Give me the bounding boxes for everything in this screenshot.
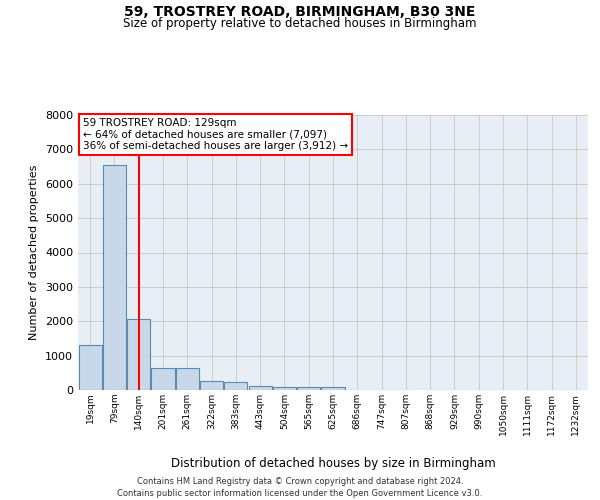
Bar [127, 318, 150, 390]
Bar [224, 382, 247, 390]
Bar [297, 387, 320, 390]
Bar [273, 386, 296, 390]
Bar [322, 388, 344, 390]
Text: 59 TROSTREY ROAD: 129sqm
← 64% of detached houses are smaller (7,097)
36% of sem: 59 TROSTREY ROAD: 129sqm ← 64% of detach… [83, 118, 348, 151]
Bar [151, 368, 175, 390]
Bar [248, 386, 272, 390]
Bar [79, 346, 101, 390]
Text: Distribution of detached houses by size in Birmingham: Distribution of detached houses by size … [170, 458, 496, 470]
Text: Contains public sector information licensed under the Open Government Licence v3: Contains public sector information licen… [118, 489, 482, 498]
Text: Contains HM Land Registry data © Crown copyright and database right 2024.: Contains HM Land Registry data © Crown c… [137, 478, 463, 486]
Text: 59, TROSTREY ROAD, BIRMINGHAM, B30 3NE: 59, TROSTREY ROAD, BIRMINGHAM, B30 3NE [124, 5, 476, 19]
Bar [200, 381, 223, 390]
Y-axis label: Number of detached properties: Number of detached properties [29, 165, 40, 340]
Text: Size of property relative to detached houses in Birmingham: Size of property relative to detached ho… [123, 18, 477, 30]
Bar [176, 368, 199, 390]
Bar [103, 165, 126, 390]
